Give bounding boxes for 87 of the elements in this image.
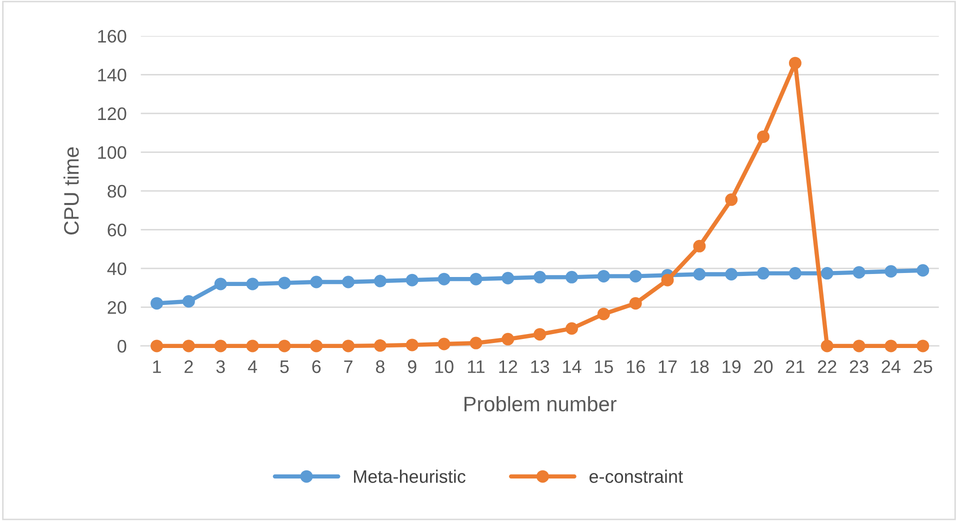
x-tick-label: 10 bbox=[435, 360, 454, 374]
y-tick-label: 100 bbox=[98, 146, 126, 159]
point bbox=[916, 340, 930, 352]
x-tick-label: 20 bbox=[754, 360, 773, 374]
point bbox=[852, 340, 866, 352]
x-tick-label: 23 bbox=[850, 360, 868, 374]
x-tick-label: 12 bbox=[499, 360, 518, 373]
point bbox=[438, 338, 450, 350]
point bbox=[725, 268, 738, 281]
point bbox=[629, 270, 642, 282]
x-tick-label: 4 bbox=[248, 360, 258, 373]
point bbox=[310, 340, 323, 352]
x-tick-label: 16 bbox=[626, 360, 645, 374]
x-tick-label: 22 bbox=[818, 360, 836, 373]
x-tick-label: 24 bbox=[882, 360, 900, 373]
point bbox=[693, 240, 706, 252]
point bbox=[566, 322, 578, 335]
point bbox=[852, 266, 866, 279]
x-tick-label: 21 bbox=[786, 360, 804, 373]
point bbox=[182, 340, 195, 352]
point bbox=[916, 264, 930, 277]
x-tick-label: 15 bbox=[595, 360, 613, 374]
x-tick-label: 11 bbox=[468, 360, 484, 373]
point bbox=[820, 340, 834, 352]
point bbox=[757, 267, 770, 280]
x-tick-label: 9 bbox=[408, 360, 416, 374]
x-tick-label: 17 bbox=[658, 360, 677, 373]
x-tick-label: 18 bbox=[690, 360, 709, 374]
point bbox=[214, 340, 227, 352]
x-tick-label: 13 bbox=[531, 360, 550, 374]
point bbox=[884, 340, 898, 352]
y-tick-label: 160 bbox=[98, 30, 126, 43]
point bbox=[788, 267, 802, 280]
point bbox=[884, 265, 898, 278]
x-tick-label: 14 bbox=[563, 360, 582, 373]
x-tick-label: 19 bbox=[722, 360, 741, 374]
point bbox=[502, 332, 514, 346]
point bbox=[374, 274, 386, 288]
point bbox=[278, 276, 291, 290]
point bbox=[406, 338, 418, 352]
point bbox=[534, 270, 546, 284]
point bbox=[150, 297, 164, 310]
point bbox=[406, 274, 418, 286]
point bbox=[470, 272, 482, 286]
legend-label: e-constraint bbox=[590, 470, 683, 483]
point bbox=[566, 270, 578, 284]
point bbox=[278, 340, 291, 352]
y-tick-label: 140 bbox=[98, 68, 126, 82]
point bbox=[820, 267, 834, 280]
point bbox=[597, 270, 610, 282]
point bbox=[629, 297, 642, 310]
point bbox=[693, 268, 706, 281]
point bbox=[342, 340, 355, 352]
x-axis-title: Problem number bbox=[464, 396, 616, 412]
point bbox=[788, 56, 802, 70]
x-tick-label: 5 bbox=[280, 360, 289, 374]
point bbox=[470, 336, 482, 350]
point bbox=[310, 276, 323, 288]
y-tick-label: 120 bbox=[98, 107, 126, 120]
y-tick-label: 80 bbox=[108, 184, 126, 198]
y-tick-label: 0 bbox=[118, 340, 126, 353]
point bbox=[597, 308, 610, 320]
point bbox=[725, 193, 738, 206]
x-tick-label: 6 bbox=[312, 360, 321, 374]
point bbox=[182, 295, 195, 308]
y-tick-label: 60 bbox=[108, 224, 126, 236]
point bbox=[150, 340, 164, 352]
point bbox=[661, 274, 674, 286]
point bbox=[246, 278, 259, 290]
x-tick-label: 25 bbox=[914, 360, 932, 374]
point bbox=[534, 328, 546, 341]
y-tick-label: 40 bbox=[107, 262, 126, 276]
point bbox=[438, 272, 450, 286]
x-tick-label: 8 bbox=[376, 360, 384, 374]
y-axis-title: CPU time bbox=[64, 147, 79, 234]
point bbox=[374, 339, 386, 352]
point bbox=[342, 276, 355, 288]
x-tick-label: 7 bbox=[344, 360, 352, 373]
y-tick-label: 20 bbox=[108, 301, 126, 314]
point bbox=[246, 340, 259, 352]
legend-label: Meta-heuristic bbox=[354, 470, 466, 483]
point bbox=[757, 130, 770, 143]
x-tick-label: 3 bbox=[216, 360, 225, 374]
x-tick-label: 1 bbox=[153, 360, 161, 373]
point bbox=[214, 278, 227, 290]
point bbox=[502, 272, 514, 284]
x-tick-label: 2 bbox=[184, 360, 193, 373]
